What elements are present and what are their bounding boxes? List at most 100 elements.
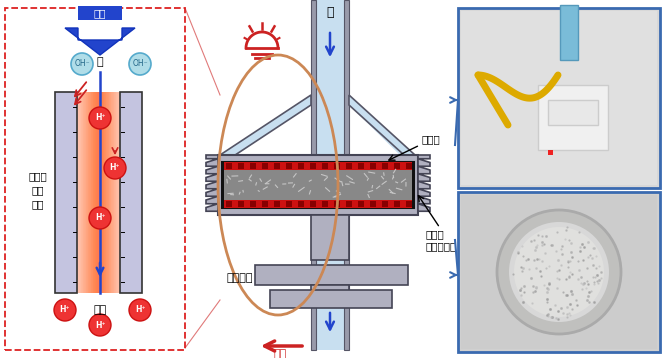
Bar	[78, 92, 80, 293]
Bar	[334, 201, 340, 207]
Bar	[316, 0, 344, 350]
Bar	[79, 92, 80, 293]
Bar	[89, 92, 90, 293]
Bar	[274, 163, 280, 169]
Text: 水: 水	[96, 57, 103, 67]
Bar	[224, 170, 412, 200]
Bar	[109, 92, 111, 293]
Text: H⁺: H⁺	[94, 113, 105, 122]
Bar	[80, 92, 82, 293]
Bar	[92, 92, 94, 293]
Text: ガラス
フィルター: ガラス フィルター	[425, 229, 456, 251]
Bar	[298, 163, 304, 169]
Bar	[370, 163, 376, 169]
Bar	[96, 92, 98, 293]
Text: 水: 水	[326, 5, 334, 19]
Bar	[394, 163, 400, 169]
Bar	[458, 8, 660, 188]
Bar	[250, 201, 256, 207]
Circle shape	[514, 227, 604, 317]
Bar	[346, 201, 352, 207]
Circle shape	[509, 222, 609, 322]
Bar	[538, 85, 608, 150]
Bar	[262, 163, 268, 169]
Bar	[250, 163, 256, 169]
Bar	[406, 163, 412, 169]
Bar	[113, 92, 115, 293]
Bar	[101, 92, 103, 293]
Bar	[117, 92, 118, 293]
Bar	[560, 5, 578, 60]
Bar	[113, 92, 114, 293]
Bar	[358, 201, 364, 207]
Bar	[406, 201, 412, 207]
Polygon shape	[344, 95, 408, 163]
Bar	[87, 92, 88, 293]
Bar	[224, 200, 412, 208]
Bar	[111, 92, 112, 293]
Bar	[238, 163, 244, 169]
Text: 発電機: 発電機	[422, 134, 441, 144]
Bar	[100, 92, 101, 293]
Bar	[86, 92, 87, 293]
Bar	[103, 92, 104, 293]
Polygon shape	[220, 157, 415, 165]
Bar	[98, 92, 100, 293]
Bar	[548, 100, 598, 125]
Bar	[322, 163, 328, 169]
Polygon shape	[349, 95, 415, 165]
Bar	[370, 201, 376, 207]
Bar	[106, 92, 107, 293]
Bar	[310, 163, 316, 169]
Bar	[226, 201, 232, 207]
Bar	[105, 92, 106, 293]
Bar	[458, 192, 660, 352]
Bar	[5, 8, 185, 350]
Bar	[344, 0, 349, 350]
Bar	[96, 92, 97, 293]
Bar	[224, 162, 412, 170]
Bar	[461, 11, 657, 185]
Bar	[270, 290, 392, 308]
Text: H⁺: H⁺	[94, 320, 105, 329]
Bar	[97, 92, 98, 293]
Text: 流れ: 流れ	[93, 305, 107, 315]
Bar	[99, 92, 100, 293]
Bar	[115, 92, 116, 293]
Text: ガラス
微細
流路: ガラス 微細 流路	[29, 171, 48, 209]
Bar	[346, 163, 352, 169]
Text: 電流: 電流	[273, 349, 287, 358]
Polygon shape	[206, 155, 218, 215]
Bar	[119, 92, 121, 293]
Bar	[84, 92, 85, 293]
Bar	[274, 201, 280, 207]
Bar	[55, 92, 77, 293]
Bar	[98, 92, 99, 293]
Bar	[218, 155, 418, 215]
Bar	[298, 201, 304, 207]
Bar	[102, 92, 103, 293]
Bar	[120, 92, 142, 293]
Circle shape	[89, 107, 111, 129]
Bar	[78, 92, 79, 293]
Bar	[119, 92, 120, 293]
Bar	[95, 92, 96, 293]
Bar	[94, 92, 95, 293]
Bar	[90, 92, 91, 293]
Bar	[226, 163, 232, 169]
Bar	[104, 92, 105, 293]
Bar	[100, 92, 102, 293]
Circle shape	[71, 53, 93, 75]
Bar	[311, 285, 349, 305]
Bar	[116, 92, 117, 293]
Bar	[461, 195, 657, 349]
Bar	[109, 92, 110, 293]
Bar	[382, 201, 388, 207]
Circle shape	[104, 157, 126, 179]
Text: H⁺: H⁺	[110, 164, 120, 173]
Bar	[310, 201, 316, 207]
Bar	[92, 92, 93, 293]
Bar	[107, 92, 108, 293]
Text: H⁺: H⁺	[94, 213, 105, 223]
Circle shape	[129, 299, 151, 321]
